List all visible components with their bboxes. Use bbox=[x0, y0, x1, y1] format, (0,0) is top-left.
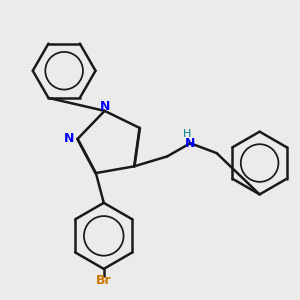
Text: N: N bbox=[99, 100, 110, 113]
Text: Br: Br bbox=[96, 274, 112, 287]
Text: N: N bbox=[185, 137, 196, 150]
Text: H: H bbox=[183, 129, 191, 139]
Text: N: N bbox=[64, 132, 75, 145]
